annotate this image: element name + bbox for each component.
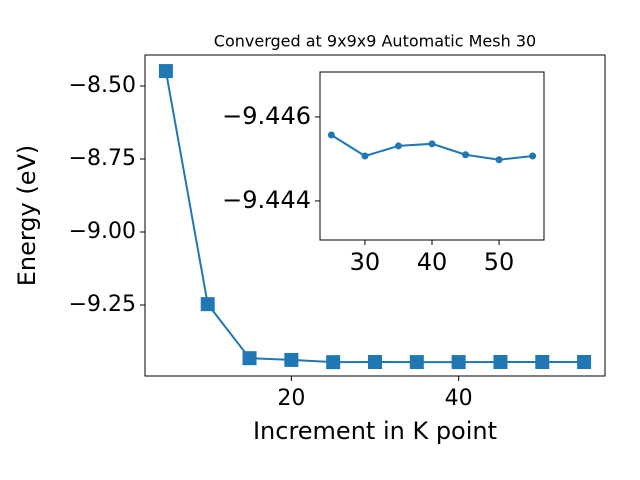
y-tick-label: −9.00 bbox=[69, 219, 136, 244]
chart-title: Converged at 9x9x9 Automatic Mesh 30 bbox=[214, 32, 536, 51]
marker bbox=[428, 140, 436, 148]
x-tick-label: 40 bbox=[417, 248, 448, 276]
x-axis-label: Increment in K point bbox=[253, 417, 497, 445]
x-tick-label: 20 bbox=[277, 386, 305, 411]
y-tick-label: −8.50 bbox=[69, 73, 136, 98]
y-tick-label: −9.444 bbox=[222, 186, 311, 214]
marker bbox=[529, 152, 537, 160]
marker bbox=[495, 156, 503, 164]
x-tick-label: 40 bbox=[445, 386, 473, 411]
marker bbox=[493, 355, 508, 370]
y-axis-label: Energy (eV) bbox=[13, 145, 41, 287]
marker bbox=[409, 355, 424, 370]
marker bbox=[577, 355, 592, 370]
y-tick-label: −9.446 bbox=[222, 102, 311, 130]
marker bbox=[368, 355, 382, 370]
marker bbox=[284, 352, 299, 367]
marker bbox=[327, 131, 335, 139]
marker bbox=[242, 351, 257, 366]
marker bbox=[451, 355, 466, 370]
marker bbox=[158, 64, 173, 79]
x-tick-label: 30 bbox=[350, 248, 381, 276]
marker bbox=[462, 151, 470, 159]
marker bbox=[394, 142, 402, 150]
x-tick-label: 50 bbox=[484, 248, 515, 276]
y-tick-label: −8.75 bbox=[69, 146, 136, 171]
marker bbox=[200, 297, 215, 312]
marker bbox=[326, 355, 341, 370]
marker bbox=[361, 152, 369, 160]
plot-area bbox=[319, 71, 545, 241]
y-tick-label: −9.25 bbox=[69, 292, 136, 317]
marker bbox=[535, 354, 550, 369]
